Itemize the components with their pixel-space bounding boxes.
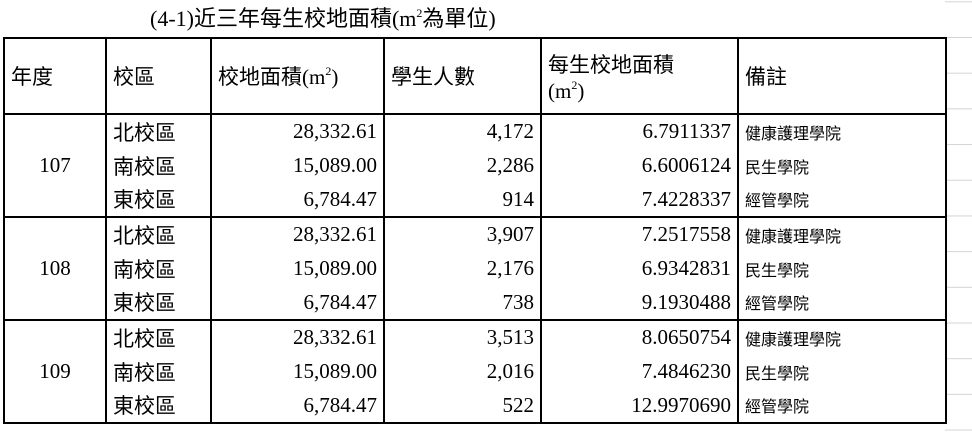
table-cell: 6,784.47 <box>210 182 385 219</box>
table-cell: 東校區 <box>105 388 212 425</box>
table-cell: 健康護理學院 <box>737 217 947 252</box>
table-body: 107 北校區 28,332.61 4,172 6.7911337 健康護理學院 南校區 15… <box>3 114 947 425</box>
table-cell: 7.4228337 <box>540 182 739 219</box>
header-text: ) <box>331 65 339 89</box>
table-cell: 6.7911337 <box>540 114 739 149</box>
title-sup: 2 <box>416 6 423 20</box>
table-cell: 3,513 <box>383 320 542 355</box>
header-text: 每生校地面積 <box>548 52 674 77</box>
table-cell: 28,332.61 <box>210 114 385 149</box>
table-cell: 914 <box>383 182 542 219</box>
header-sup: 2 <box>325 64 332 78</box>
header-cell: 每生校地面積 (m2) <box>540 37 739 115</box>
table-cell: 6,784.47 <box>210 388 385 425</box>
table-cell: 南校區 <box>105 354 212 389</box>
table-row: 東校區 6,784.47 738 9.1930488 經管學院 <box>4 285 947 322</box>
table-row: 109 北校區 28,332.61 3,513 8.0650754 健康護理學院 <box>3 320 947 425</box>
header-cell: 學生人數 <box>383 37 542 115</box>
table-cell: 15,089.00 <box>210 148 385 183</box>
year-cell: 107 <box>3 114 107 219</box>
year-cell: 108 <box>3 217 107 322</box>
table-cell: 健康護理學院 <box>737 114 947 149</box>
table-cell: 2,176 <box>383 251 542 286</box>
table-cell: 經管學院 <box>737 285 947 322</box>
table-cell: 北校區 <box>105 217 212 252</box>
table-cell: 民生學院 <box>737 354 947 389</box>
table-row: 南校區 15,089.00 2,176 6.9342831 民生學院 <box>4 251 947 286</box>
table-cell: 2,016 <box>383 354 542 389</box>
table-cell: 738 <box>383 285 542 322</box>
title-text: 為單位) <box>422 6 496 31</box>
table-cell: 經管學院 <box>737 388 947 425</box>
header-cell: 備註 <box>737 37 947 115</box>
table-cell: 南校區 <box>105 251 212 286</box>
table-cell: 東校區 <box>105 182 212 219</box>
table-cell: 北校區 <box>105 320 212 355</box>
table-cell: 東校區 <box>105 285 212 322</box>
header-text: ) <box>577 78 585 103</box>
table-cell: 7.4846230 <box>540 354 739 389</box>
table-cell: 3,907 <box>383 217 542 252</box>
table-row: 南校區 15,089.00 2,016 7.4846230 民生學院 <box>4 354 947 389</box>
table-cell: 15,089.00 <box>210 251 385 286</box>
sheet-grid <box>945 0 972 442</box>
title-text: (4-1)近三年每生校地面積(m <box>150 6 417 31</box>
header-text: (m <box>548 78 572 103</box>
table-cell: 4,172 <box>383 114 542 149</box>
data-table: 年度 校區 校地面積(m2) 學生人數 每生校地面積 (m2) 備註 107 北校區… <box>3 37 947 425</box>
table-cell: 12.9970690 <box>540 388 739 425</box>
table-cell: 28,332.61 <box>210 217 385 252</box>
header-sup: 2 <box>571 77 578 92</box>
table-row: 108 北校區 28,332.61 3,907 7.2517558 健康護理學院 <box>3 217 947 322</box>
table-header: 年度 校區 校地面積(m2) 學生人數 每生校地面積 (m2) 備註 <box>3 37 947 115</box>
table-cell: 2,286 <box>383 148 542 183</box>
table-cell: 北校區 <box>105 114 212 149</box>
table-title: (4-1)近三年每生校地面積(m2為單位) <box>150 4 496 34</box>
header-cell: 校區 <box>105 37 212 115</box>
table-cell: 7.2517558 <box>540 217 739 252</box>
table-cell: 6.9342831 <box>540 251 739 286</box>
table-cell: 6.6006124 <box>540 148 739 183</box>
table-cell: 15,089.00 <box>210 354 385 389</box>
table-row: 東校區 6,784.47 522 12.9970690 經管學院 <box>4 388 947 425</box>
table-cell: 健康護理學院 <box>737 320 947 355</box>
year-cell: 109 <box>3 320 107 425</box>
header-text: 校地面積(m <box>218 65 326 89</box>
header-cell: 年度 <box>3 37 107 115</box>
table-cell: 6,784.47 <box>210 285 385 322</box>
table-cell: 經管學院 <box>737 182 947 219</box>
table-cell: 民生學院 <box>737 251 947 286</box>
table-cell: 28,332.61 <box>210 320 385 355</box>
table-cell: 8.0650754 <box>540 320 739 355</box>
table-row: 107 北校區 28,332.61 4,172 6.7911337 健康護理學院 <box>3 114 947 219</box>
table-cell: 民生學院 <box>737 148 947 183</box>
table-row: 南校區 15,089.00 2,286 6.6006124 民生學院 <box>4 148 947 183</box>
table-cell: 522 <box>383 388 542 425</box>
table-row: 東校區 6,784.47 914 7.4228337 經管學院 <box>4 182 947 219</box>
table-cell: 9.1930488 <box>540 285 739 322</box>
header-cell: 校地面積(m2) <box>210 37 385 115</box>
table-cell: 南校區 <box>105 148 212 183</box>
